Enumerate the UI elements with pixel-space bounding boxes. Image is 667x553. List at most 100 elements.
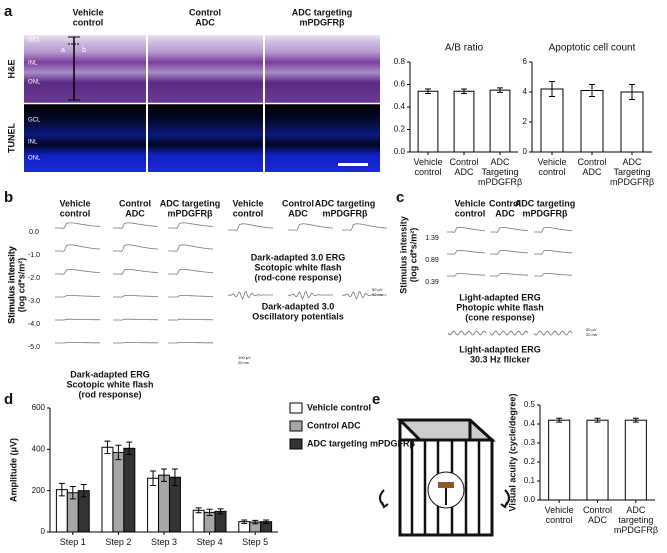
chart-title: Apoptotic cell count: [549, 43, 636, 54]
column-header: ADC: [125, 208, 145, 218]
erg-trace: [287, 290, 333, 300]
caption: (rod response): [78, 389, 141, 399]
column-header: Control: [119, 198, 151, 208]
scale-label: 50 μV: [586, 327, 597, 332]
column-header: mPDGFRβ: [523, 208, 569, 218]
bar: [540, 88, 564, 153]
erg-trace: [55, 244, 101, 252]
column-header: ADC targeting: [292, 7, 353, 17]
error-bar: [549, 81, 555, 97]
erg-trace: [447, 250, 485, 255]
axis-label: Stimulus intensity: [6, 246, 16, 324]
x-tick-label: Step 4: [196, 537, 223, 547]
column-header: control: [60, 208, 91, 218]
error-bar: [104, 440, 111, 454]
x-tick-label: ADC Targeting mPDGFRβ: [610, 157, 655, 187]
intensity-label: -2.0: [28, 275, 40, 282]
bar: [158, 474, 170, 533]
x-tick-label: Step 1: [59, 537, 86, 547]
y-tick-label: 0: [41, 527, 46, 536]
column-header: control: [73, 17, 104, 27]
erg-trace: [534, 227, 573, 233]
x-tick-label: Step 2: [105, 537, 132, 547]
erg-trace: [113, 318, 158, 321]
intensity-label: 0.0: [29, 229, 39, 236]
scale-label: 50 μV: [372, 287, 383, 292]
error-bar: [556, 417, 563, 423]
error-bar: [241, 519, 248, 524]
error-bar: [171, 468, 178, 486]
erg-trace: [228, 223, 274, 231]
column-header: Control: [282, 198, 314, 208]
legend-label: Control ADC: [307, 420, 361, 430]
x-tick-label: Control ADC: [582, 505, 612, 525]
erg-trace: [55, 222, 101, 229]
layer-label: ONL: [28, 80, 41, 86]
erg-trace: [534, 250, 572, 255]
y-tick-label: 0.4: [394, 102, 406, 111]
error-bar: [594, 417, 601, 423]
axis-label: Stimulus intensity: [398, 216, 408, 294]
layer-label: GCL: [28, 38, 41, 44]
column-header: ADC: [195, 17, 215, 27]
axis-title: Amplitude (μV): [8, 438, 18, 502]
caption: Dark-adapted 3.0: [262, 301, 335, 311]
bar: [112, 451, 125, 533]
erg-trace: [168, 244, 214, 252]
error-bar: [206, 508, 213, 516]
error-bar: [80, 483, 87, 498]
intensity-label: -3.0: [28, 298, 40, 305]
error-bar: [161, 468, 167, 482]
y-tick-label: 0.2: [394, 125, 406, 134]
x-tick-label: Vehicle control: [544, 505, 574, 525]
intensity-label: -1.0: [28, 252, 40, 259]
bar: [580, 90, 604, 153]
column-header: ADC: [495, 208, 515, 218]
erg-trace: [447, 330, 487, 336]
axis-title: Visual acuity (cycle/degree): [507, 394, 517, 512]
bar: [147, 477, 160, 533]
erg-trace: [490, 273, 528, 277]
error-bar: [589, 84, 595, 97]
error-bar: [252, 519, 259, 525]
error-bar: [629, 84, 635, 100]
error-bar: [115, 444, 122, 461]
erg-trace: [168, 295, 213, 298]
bar: [548, 419, 571, 501]
caption: (rod-cone response): [254, 272, 341, 282]
bar: [214, 510, 227, 533]
y-tick-label: 0: [523, 147, 528, 156]
erg-trace: [533, 330, 573, 336]
legend-label: Vehicle control: [307, 402, 371, 412]
layer-label: GCL: [28, 118, 41, 124]
y-tick-label: 0.0: [394, 147, 406, 156]
scale-label: 20 ms: [586, 332, 597, 337]
column-header: Control: [189, 7, 221, 17]
axis-label: (log cd*s/m²): [16, 258, 26, 313]
caption: Scotopic white flash: [66, 379, 153, 389]
x-tick-label: Step 5: [242, 537, 269, 547]
erg-trace: [113, 295, 158, 298]
y-tick-label: 4: [523, 87, 528, 96]
bar: [192, 509, 205, 533]
axis-label: (log cd*s/m²): [408, 228, 418, 283]
tunel-image: [24, 104, 380, 172]
erg-trace: [55, 295, 100, 298]
y-tick-label: 6: [523, 57, 528, 66]
bar: [624, 419, 647, 501]
row-label: H&E: [6, 59, 16, 78]
scale-label: 10 ms: [372, 292, 383, 297]
layer-label: ONL: [28, 156, 41, 162]
caption: (cone response): [465, 312, 535, 322]
error-bar: [632, 417, 639, 423]
scale-label: 100 μV: [238, 355, 251, 360]
caption: Light-adapted ERG: [459, 344, 541, 354]
legend-label: ADC targeting mPDGFRβ: [307, 438, 416, 448]
erg-trace: [55, 269, 101, 275]
scale-label: 20 ms: [238, 360, 249, 365]
erg-trace: [55, 318, 100, 321]
y-tick-label: 200: [32, 486, 46, 495]
erg-trace: [227, 290, 273, 300]
column-header: ADC targeting: [515, 198, 576, 208]
